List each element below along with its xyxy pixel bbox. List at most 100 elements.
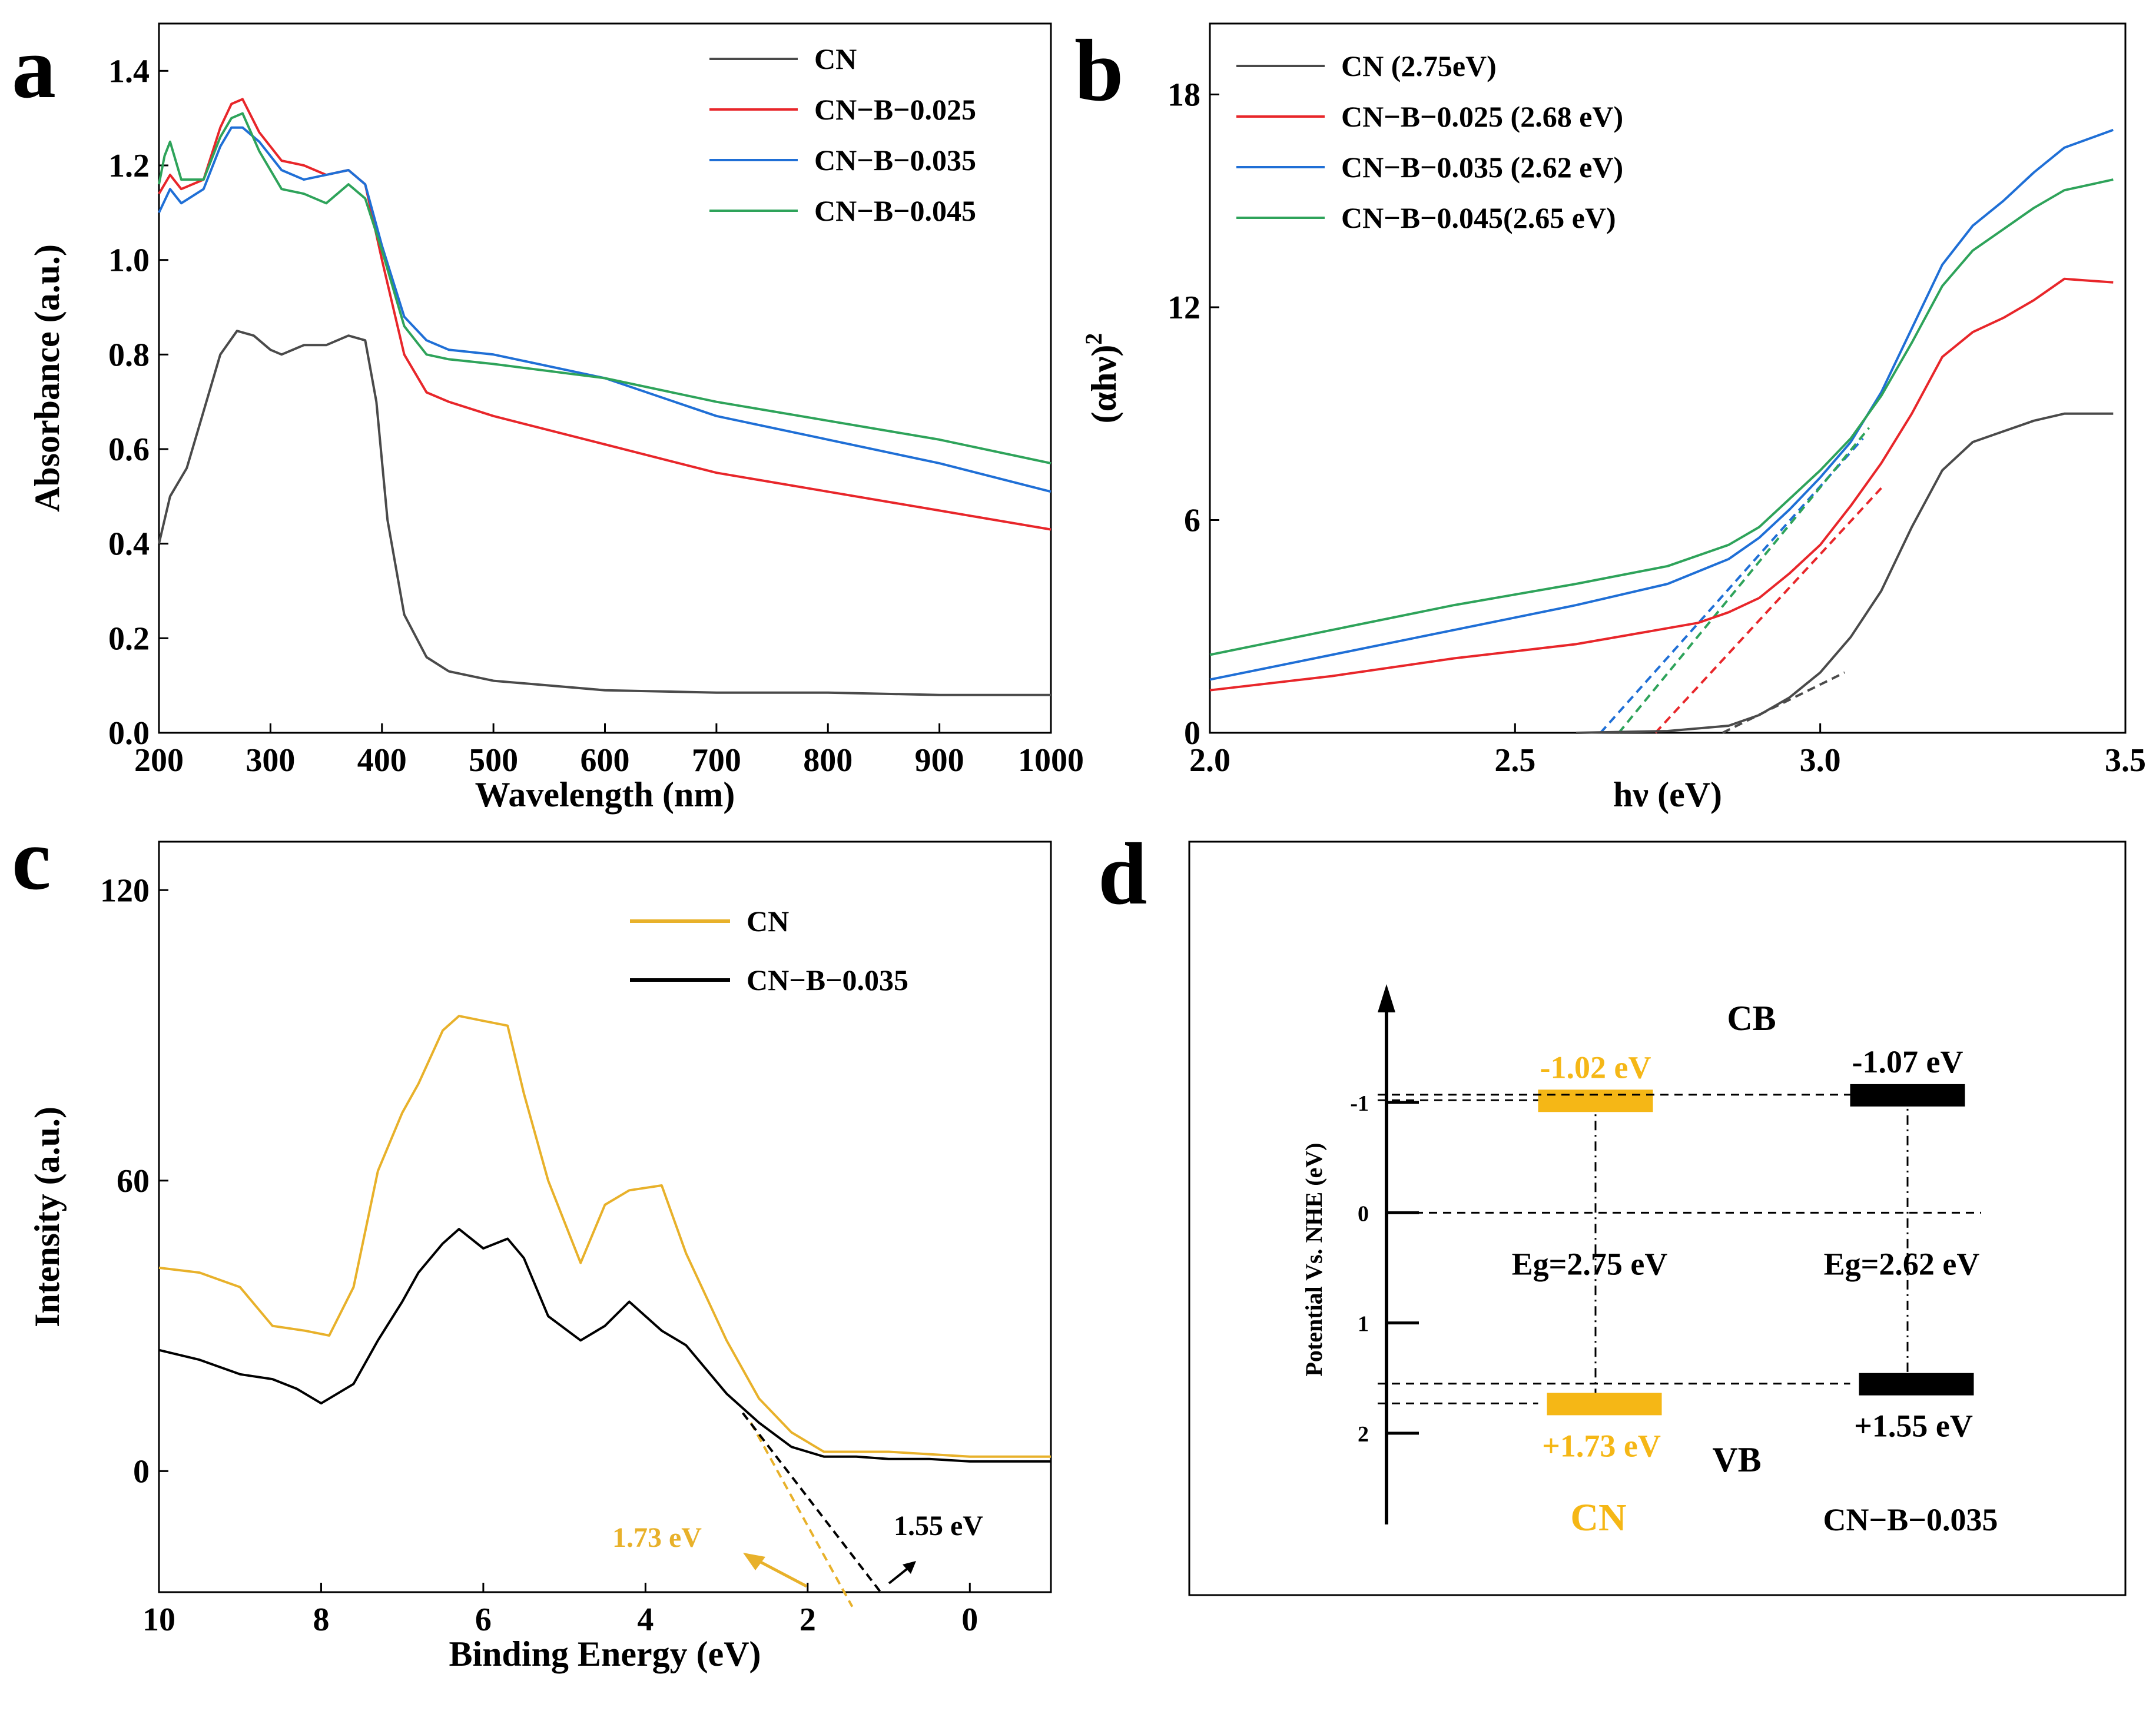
potential-tick-label: 1 <box>1358 1312 1369 1337</box>
y-tick-label: 0.2 <box>108 620 150 657</box>
y-axis-title-text: (αhν) <box>1084 345 1123 424</box>
bandgap-label-0: Eg=2.75 eV <box>1512 1246 1668 1281</box>
vb-value-label-1: +1.55 eV <box>1854 1409 1973 1444</box>
diagram-frame <box>1188 841 2127 1596</box>
potential-axis-title: Potential Vs. NHE (eV) <box>1301 1143 1327 1377</box>
x-tick-label: 900 <box>915 742 964 779</box>
tangent-line <box>1654 487 1882 734</box>
plot-frame-c <box>158 841 1052 1593</box>
material-name-label-0: CN <box>1570 1496 1626 1539</box>
cb-bar-1 <box>1850 1084 1965 1107</box>
x-tick-label: 2.5 <box>1494 742 1535 779</box>
x-axis-title: hν (eV) <box>1613 775 1722 814</box>
x-axis-title: Wavelength (nm) <box>475 775 735 814</box>
series-line-2 <box>1209 128 2114 681</box>
x-tick-label: 600 <box>581 742 630 779</box>
potential-tick-label: 2 <box>1358 1422 1369 1447</box>
y-axis-title: Absorbance (a.u.) <box>28 244 67 512</box>
x-tick-label: 2.0 <box>1189 742 1230 779</box>
x-tick-label: 3.0 <box>1800 742 1841 779</box>
y-tick-label: 1.2 <box>108 148 150 184</box>
y-tick-label: 1.4 <box>108 53 150 89</box>
legend-label-3: CN−B−0.045(2.65 eV) <box>1341 201 1616 234</box>
x-tick-label: 4 <box>637 1602 654 1638</box>
x-tick-label: 2 <box>800 1602 816 1638</box>
annotation-cn-vbm: 1.73 eV <box>612 1522 702 1553</box>
series-line-0 <box>158 330 1051 696</box>
y-tick-label: 120 <box>100 872 150 909</box>
legend-label-0: CN (2.75eV) <box>1341 49 1497 82</box>
legend-label-2: CN−B−0.035 <box>814 144 976 177</box>
series-line-0 <box>1575 412 2114 734</box>
legend-label-0: CN <box>747 905 789 938</box>
panel-b-tauc-plot: 2.0 2.5 3.0 3.5 0 6 12 18 hν (eV) (αhν)2 CN (2.75e… <box>1080 22 2146 814</box>
tangent-line <box>1618 427 1870 734</box>
y-tick-label: 0 <box>1184 715 1200 752</box>
series-line-1 <box>158 1228 1051 1463</box>
y-tick-label: 12 <box>1167 290 1200 326</box>
legend-label-1: CN−B−0.025 (2.68 eV) <box>1341 100 1623 133</box>
x-tick-label: 700 <box>692 742 741 779</box>
series-line-3 <box>1209 178 2114 656</box>
legend-label-1: CN−B−0.035 <box>747 964 908 996</box>
tangent-line <box>749 1422 854 1607</box>
series-line-2 <box>158 126 1052 493</box>
x-axis-title: Binding Energy (eV) <box>449 1635 761 1673</box>
series-line-1 <box>1209 277 2114 692</box>
y-axis-title-text: Intensity (a.u.) <box>28 1107 67 1327</box>
x-tick-label: 400 <box>357 742 407 779</box>
y-tick-label: 0.4 <box>108 526 150 563</box>
potential-tick-label: 0 <box>1358 1201 1369 1226</box>
x-tick-label: 6 <box>475 1602 492 1638</box>
x-tick-label: 500 <box>469 742 518 779</box>
y-tick-label: 0.8 <box>108 337 150 373</box>
series-line-3 <box>158 112 1052 465</box>
cb-value-label-0: -1.02 eV <box>1540 1049 1651 1085</box>
panel-letter-b: b <box>1074 22 1123 119</box>
bandgap-label-1: Eg=2.62 eV <box>1824 1246 1980 1281</box>
x-tick-label: 8 <box>313 1602 329 1638</box>
x-tick-label: 0 <box>961 1602 978 1638</box>
panel-letter-a: a <box>12 19 56 117</box>
tangent-line <box>742 1412 882 1593</box>
y-axis-title-superscript: 2 <box>1080 333 1107 345</box>
tangent-line <box>1722 671 1846 734</box>
annotation-arrowhead-cnb <box>903 1561 916 1574</box>
vb-bar-1 <box>1859 1373 1974 1396</box>
annotation-cnb-vbm: 1.55 eV <box>894 1510 983 1542</box>
annotation-arrowhead-cn <box>743 1553 765 1570</box>
x-tick-label: 10 <box>142 1602 175 1638</box>
x-tick-label: 300 <box>246 742 295 779</box>
cb-bar-0 <box>1538 1089 1653 1112</box>
legend-label-0: CN <box>814 42 857 75</box>
y-axis-title: Intensity (a.u.) <box>28 1107 67 1327</box>
vb-bar-0 <box>1547 1393 1662 1416</box>
potential-tick-label: -1 <box>1350 1091 1369 1116</box>
y-tick-label: 1.0 <box>108 243 150 279</box>
tangent-line <box>1599 437 1864 734</box>
y-tick-label: 60 <box>117 1163 150 1200</box>
x-tick-label: 200 <box>134 742 184 779</box>
legend-label-1: CN−B−0.025 <box>814 93 976 126</box>
legend-label-2: CN−B−0.035 (2.62 eV) <box>1341 151 1623 184</box>
vb-value-label-0: +1.73 eV <box>1542 1428 1661 1463</box>
y-tick-label: 0.6 <box>108 431 150 468</box>
vb-label: VB <box>1712 1440 1761 1479</box>
x-tick-label: 3.5 <box>2105 742 2146 779</box>
panel-letter-c: c <box>12 810 51 908</box>
plot-frame-b <box>1209 22 2127 734</box>
y-axis-title-text: Absorbance (a.u.) <box>28 244 67 512</box>
cb-value-label-1: -1.07 eV <box>1852 1044 1963 1079</box>
legend-label-3: CN−B−0.045 <box>814 194 976 227</box>
panel-d-band-diagram: -1 0 1 2 Potential Vs. NHE (eV) -1.02 eV +1.73… <box>1188 841 2127 1596</box>
y-axis-title: (αhν)2 <box>1080 333 1123 424</box>
y-tick-label: 6 <box>1184 503 1200 539</box>
y-tick-label: 0.0 <box>108 715 150 752</box>
y-tick-label: 0 <box>133 1453 150 1490</box>
panel-letter-d: d <box>1098 825 1147 923</box>
x-tick-label: 800 <box>803 742 853 779</box>
annotation-arrow-cnb <box>888 1566 911 1584</box>
material-name-label-1: CN−B−0.035 <box>1823 1502 1998 1537</box>
cb-label: CB <box>1727 999 1776 1038</box>
